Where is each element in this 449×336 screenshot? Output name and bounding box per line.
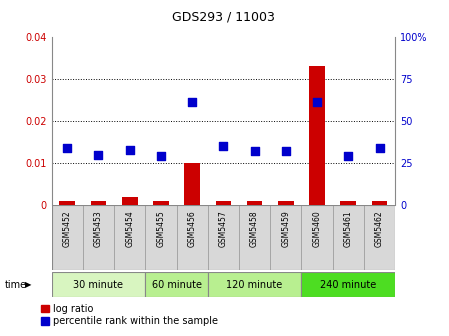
Bar: [216, 201, 231, 205]
Bar: [114, 205, 145, 270]
Text: GSM5459: GSM5459: [282, 210, 291, 247]
Bar: [52, 272, 145, 297]
Bar: [301, 272, 395, 297]
Text: time: time: [4, 280, 26, 290]
Bar: [91, 201, 106, 205]
Point: [126, 147, 133, 152]
Bar: [153, 201, 169, 205]
Text: GSM5456: GSM5456: [188, 210, 197, 247]
Bar: [333, 205, 364, 270]
Bar: [145, 272, 208, 297]
Text: 30 minute: 30 minute: [74, 280, 123, 290]
Bar: [145, 205, 176, 270]
Legend: log ratio, percentile rank within the sample: log ratio, percentile rank within the sa…: [41, 304, 218, 326]
Text: GDS293 / 11003: GDS293 / 11003: [172, 10, 275, 24]
Bar: [301, 205, 333, 270]
Bar: [122, 197, 137, 205]
Point: [64, 145, 71, 151]
Point: [157, 154, 164, 159]
Bar: [247, 201, 262, 205]
Text: 240 minute: 240 minute: [320, 280, 376, 290]
Text: GSM5457: GSM5457: [219, 210, 228, 247]
Bar: [208, 272, 301, 297]
Point: [282, 149, 290, 154]
Point: [251, 149, 258, 154]
Point: [189, 100, 196, 105]
Bar: [270, 205, 301, 270]
Bar: [59, 201, 75, 205]
Text: ▶: ▶: [25, 280, 31, 289]
Text: 60 minute: 60 minute: [152, 280, 202, 290]
Text: GSM5455: GSM5455: [156, 210, 165, 247]
Text: GSM5452: GSM5452: [63, 210, 72, 247]
Bar: [340, 201, 356, 205]
Text: GSM5460: GSM5460: [313, 210, 321, 247]
Bar: [278, 201, 294, 205]
Point: [313, 100, 321, 105]
Point: [95, 152, 102, 157]
Bar: [239, 205, 270, 270]
Point: [376, 145, 383, 151]
Text: GSM5458: GSM5458: [250, 210, 259, 247]
Bar: [185, 163, 200, 205]
Point: [220, 143, 227, 149]
Bar: [52, 205, 83, 270]
Text: 120 minute: 120 minute: [226, 280, 283, 290]
Bar: [364, 205, 395, 270]
Text: GSM5453: GSM5453: [94, 210, 103, 247]
Text: GSM5462: GSM5462: [375, 210, 384, 247]
Bar: [372, 201, 387, 205]
Bar: [309, 67, 325, 205]
Bar: [83, 205, 114, 270]
Bar: [176, 205, 208, 270]
Text: GSM5461: GSM5461: [344, 210, 353, 247]
Bar: [208, 205, 239, 270]
Text: GSM5454: GSM5454: [125, 210, 134, 247]
Point: [345, 154, 352, 159]
